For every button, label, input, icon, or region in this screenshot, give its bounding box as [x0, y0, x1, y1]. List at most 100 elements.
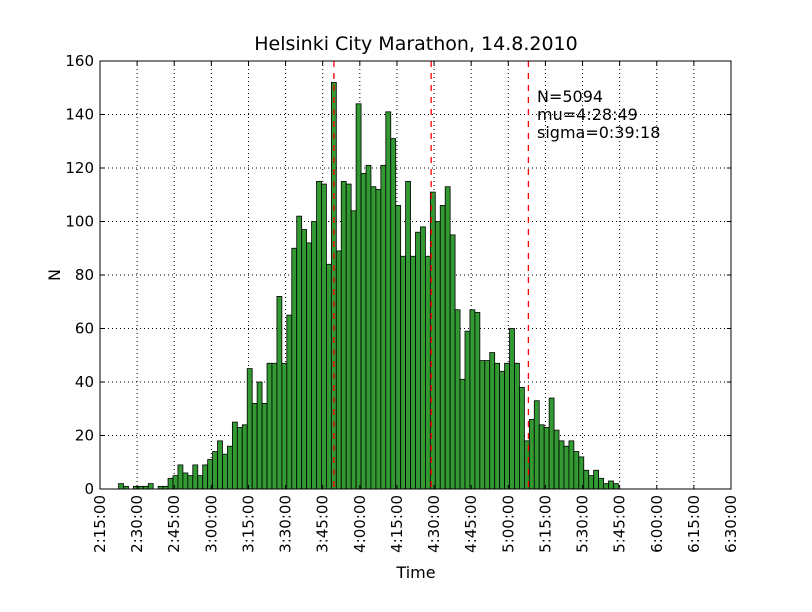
histogram-bar [405, 180, 411, 490]
histogram-bar [187, 475, 194, 490]
histogram-bar [202, 464, 209, 490]
histogram-bar [311, 221, 317, 490]
histogram-bar [256, 381, 263, 490]
histogram-bar [385, 111, 392, 490]
histogram-bar [459, 378, 466, 490]
histogram-bar [326, 263, 332, 490]
y-tick-label: 140 [65, 106, 94, 124]
histogram-bar [420, 226, 426, 490]
y-tick-label: 120 [65, 159, 94, 177]
chart-title: Helsinki City Marathon, 14.8.2010 [254, 33, 578, 55]
histogram-bar [167, 477, 174, 490]
histogram-bar [217, 440, 223, 490]
histogram-bar [489, 352, 496, 490]
y-axis-label: N [45, 269, 64, 281]
histogram-bar [251, 402, 258, 490]
annotation-line: mu=4:28:49 [537, 105, 638, 124]
histogram-bar [281, 362, 288, 490]
histogram-bar [321, 183, 327, 490]
histogram-bar [598, 477, 604, 490]
y-tick-label: 100 [65, 213, 94, 231]
histogram-bar [375, 188, 382, 490]
x-tick-label: 6:15:00 [685, 495, 703, 553]
histogram-bar [494, 362, 501, 490]
histogram-bar [424, 255, 431, 490]
histogram-bar [345, 183, 352, 490]
histogram-bar [608, 480, 614, 490]
histogram-bar [558, 440, 565, 490]
histogram-bar [410, 255, 416, 490]
histogram-bar [197, 475, 204, 490]
histogram-bar [370, 186, 377, 490]
y-tick-label: 0 [84, 480, 94, 498]
histogram-bar [390, 138, 397, 490]
histogram-bar [340, 180, 347, 490]
annotation-line: N=5094 [537, 87, 603, 106]
x-tick-label: 4:30:00 [425, 495, 443, 553]
histogram-bar [449, 234, 456, 490]
histogram-bar [578, 456, 585, 490]
histogram-bar [350, 210, 357, 490]
axis-ticks: 2:15:00 2:30:00 2:45:00 3:00:00 3:15:00 3:30:… [65, 52, 740, 553]
x-tick-label: 5:30:00 [574, 495, 592, 553]
histogram-bar [504, 362, 510, 490]
histogram-bar [533, 400, 540, 490]
x-tick-label: 2:15:00 [91, 495, 109, 553]
histogram-bar [464, 330, 471, 490]
histogram-bar [400, 255, 407, 490]
histogram-bar [514, 362, 520, 490]
histogram-bar [271, 362, 278, 490]
x-tick-label: 2:45:00 [165, 495, 183, 553]
histogram-bar [548, 397, 555, 490]
histogram-bar [222, 453, 228, 490]
histogram-bar [147, 483, 154, 490]
histogram-bar [192, 464, 199, 490]
y-tick-label: 160 [65, 52, 94, 70]
histogram-bar [261, 402, 268, 490]
x-tick-label: 3:30:00 [277, 495, 295, 553]
histogram-bar [499, 370, 505, 490]
x-tick-label: 4:00:00 [351, 495, 369, 553]
histogram-bar [444, 186, 451, 490]
histogram-bar [380, 164, 387, 490]
histogram-bar [276, 295, 283, 490]
histogram-bar [553, 429, 560, 490]
histogram-bar [543, 427, 550, 490]
histogram-bar [266, 362, 273, 490]
y-tick-label: 60 [75, 320, 94, 338]
x-axis-label: Time [395, 563, 435, 582]
histogram-bar [415, 231, 421, 490]
histogram-bar [484, 360, 491, 490]
histogram-bar [231, 421, 238, 490]
histogram-bar [509, 328, 515, 490]
histogram-bar [212, 451, 218, 490]
histogram-bar [593, 469, 600, 490]
histogram-bar [568, 440, 575, 490]
histogram-bar [588, 475, 595, 490]
histogram-bar [538, 424, 545, 490]
histogram-bar [365, 164, 372, 490]
histogram-bar [528, 419, 535, 490]
histogram-bar [479, 360, 486, 490]
histogram-bar [286, 314, 293, 490]
x-tick-label: 3:45:00 [314, 495, 332, 553]
x-tick-label: 4:15:00 [388, 495, 406, 553]
histogram-bar [118, 483, 124, 490]
y-tick-label: 40 [75, 373, 94, 391]
histogram-bar [573, 451, 580, 490]
histogram-bar [434, 221, 441, 490]
x-tick-label: 3:00:00 [202, 495, 220, 553]
histogram-bar [177, 464, 184, 490]
histogram-bar [439, 205, 446, 490]
histogram-bar [603, 483, 609, 490]
x-tick-label: 5:45:00 [611, 495, 629, 553]
histogram-bar [227, 445, 233, 490]
histogram-bar [301, 229, 308, 490]
x-tick-label: 2:30:00 [128, 495, 146, 553]
histogram-bar [330, 82, 337, 490]
histogram-bar [306, 242, 312, 490]
histogram-bar [519, 386, 525, 490]
histogram-bar [474, 312, 481, 490]
